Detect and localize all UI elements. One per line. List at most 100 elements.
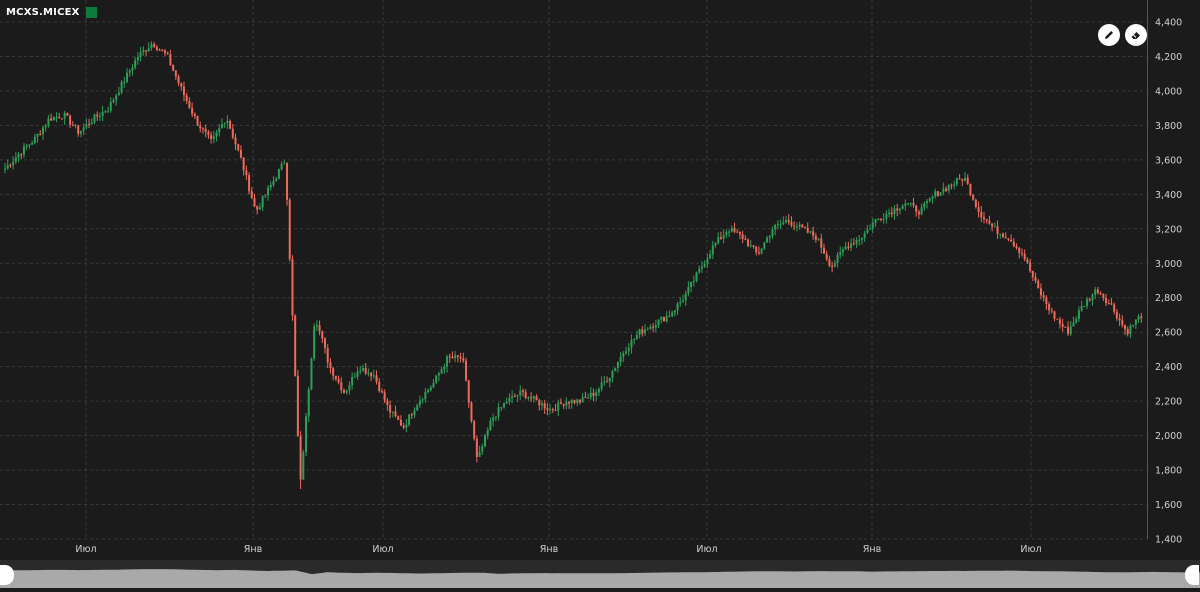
candle-body [215,132,218,137]
range-navigator[interactable] [0,560,1200,588]
candle-body [890,212,893,215]
candle-body [1039,288,1042,296]
candle-body [248,175,251,192]
draw-button[interactable] [1098,24,1120,46]
candle-body [942,188,945,193]
candle-body [79,130,82,134]
candle-body [700,266,703,269]
candle-body [109,101,112,111]
candle-body [267,187,270,196]
eraser-button[interactable] [1125,24,1147,46]
candle-body [313,326,316,359]
candle-body [1029,262,1032,271]
candle-body [578,399,581,403]
candle-body [820,238,823,248]
candles [4,41,1143,490]
candle-body [117,92,120,96]
candle-body [342,390,345,393]
y-tick-label: 3,400 [1155,190,1182,201]
candle-body [923,203,926,208]
candle-body [98,115,101,117]
candle-body [915,205,918,212]
candle-body [1010,239,1013,242]
candle-body [261,196,264,208]
candle-body [904,203,907,206]
candle-body [747,239,750,247]
candle-body [123,81,126,83]
candle-body [565,401,568,406]
candle-body [766,237,769,243]
candle-body [383,392,386,401]
candle-body [917,211,920,215]
candle-body [584,397,587,399]
candle-body [1031,270,1034,277]
candle-body [1053,311,1056,319]
candle-body [52,117,55,121]
candle-body [1069,326,1072,334]
candle-body [318,325,321,332]
candle-body [478,451,481,458]
candle-body [508,397,511,402]
candle-body [736,231,739,233]
candle-body [1113,304,1116,312]
candle-body [934,191,937,197]
candle-body [793,225,796,227]
series-legend[interactable]: MCXS.MICEX [6,7,97,18]
candle-body [836,254,839,263]
navigator-right-handle[interactable] [1185,565,1199,585]
x-tick-label: Июл [1020,544,1041,555]
candle-body [806,227,809,233]
candle-body [451,356,454,359]
candle-body [782,222,785,224]
candle-body [763,242,766,249]
candle-body [619,356,622,363]
candle-body [131,67,134,71]
candle-body [1083,305,1086,307]
candle-body [31,142,34,145]
candle-body [391,411,394,413]
candle-body [1088,299,1091,301]
candle-body [516,395,519,397]
candle-body [286,163,289,200]
candle-body [429,387,432,391]
candle-body [437,373,440,376]
candle-body [71,124,74,126]
candle-body [505,401,508,404]
candle-body [435,375,438,383]
candle-body [676,303,679,311]
candle-body [945,188,948,191]
candle-body [1105,297,1108,304]
candle-body [554,409,557,411]
candle-body [66,112,69,116]
candle-body [597,388,600,393]
navigator-left-handle[interactable] [0,565,14,585]
candle-body [825,253,828,260]
candle-body [798,224,801,227]
candle-body [728,231,731,233]
candle-body [107,110,110,112]
candle-body [486,429,489,436]
candle-body [646,329,649,331]
candle-body [359,370,362,372]
candle-body [955,178,958,185]
candle-body [492,417,495,421]
candle-body [855,240,858,244]
candle-body [115,95,118,101]
y-tick-label: 3,000 [1155,259,1182,270]
candle-body [256,206,259,210]
y-tick-label: 4,000 [1155,86,1182,97]
candle-body [161,49,164,51]
candle-body [25,145,28,147]
x-tick-label: Янв [244,544,263,555]
candle-body [755,246,758,253]
candle-body [524,391,527,399]
price-chart[interactable]: 1,400 1,600 1,800 2,000 2,200 2,400 2,600 2,800… [0,0,1200,560]
candle-body [33,136,36,143]
candle-body [467,380,470,403]
candle-body [703,264,706,267]
candle-body [253,198,256,207]
candle-body [345,390,348,393]
candle-body [340,382,343,391]
candle-body [242,157,245,171]
candle-body [996,226,999,234]
